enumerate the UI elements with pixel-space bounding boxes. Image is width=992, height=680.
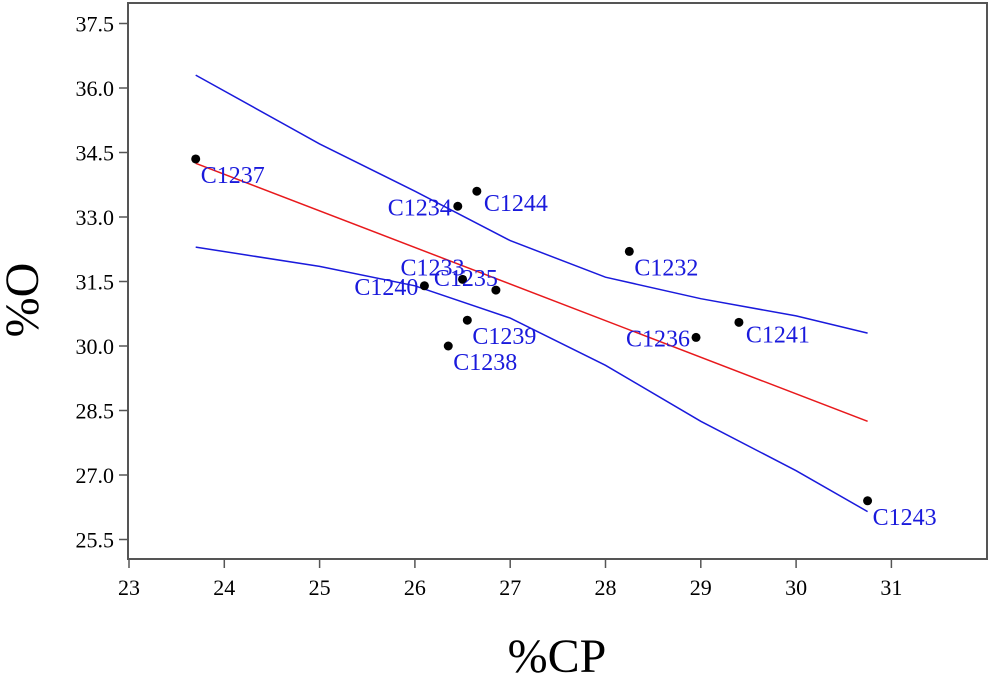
data-point: [191, 154, 201, 164]
y-tick-label: 36.0: [76, 76, 115, 101]
x-tick-label: 30: [785, 575, 807, 600]
data-point: [443, 341, 453, 351]
data-point: [462, 315, 472, 325]
y-tick-label: 34.5: [76, 141, 115, 166]
y-tick-label: 31.5: [76, 270, 115, 295]
x-tick-label: 25: [309, 575, 331, 600]
data-point: [472, 186, 482, 196]
point-label: C1241: [746, 322, 810, 348]
x-tick-label: 29: [690, 575, 712, 600]
x-axis: 23 24 25 26 27 28 29 30 31: [118, 559, 902, 600]
data-point: [863, 496, 873, 506]
x-tick-label: 27: [499, 575, 521, 600]
x-tick-label: 23: [118, 575, 140, 600]
data-point: [734, 317, 744, 327]
y-axis-title: %O: [0, 263, 49, 338]
y-tick-label: 30.0: [76, 334, 115, 359]
y-tick-label: 28.5: [76, 399, 115, 424]
point-label: C1239: [472, 324, 536, 350]
data-point: [453, 201, 463, 211]
data-point: [691, 332, 701, 342]
point-label: C1237: [201, 163, 265, 189]
point-label: C1232: [634, 255, 698, 281]
data-point: [491, 285, 501, 295]
plot-frame: [127, 2, 988, 560]
point-label: C1238: [453, 350, 517, 376]
x-tick-label: 28: [595, 575, 617, 600]
y-tick-label: 37.5: [76, 12, 115, 37]
data-point: [419, 281, 429, 291]
point-label: C1236: [626, 326, 690, 352]
x-axis-title: %CP: [508, 630, 607, 680]
regression-line: [195, 162, 868, 423]
point-label: C1243: [873, 505, 937, 531]
point-label: C1233: [401, 255, 465, 281]
y-axis: 25.5 27.0 28.5 30.0 31.5 33.0 34.5 36.0 37.5: [76, 12, 128, 553]
point-label: C1244: [484, 191, 548, 217]
data-point: [624, 246, 634, 256]
x-tick-label: 24: [213, 575, 235, 600]
lower-confidence-curve: [195, 246, 868, 513]
point-label: C1240: [354, 275, 418, 301]
point-label: C1234: [388, 195, 452, 221]
y-tick-label: 33.0: [76, 205, 115, 230]
data-point: [458, 274, 468, 284]
x-tick-label: 26: [404, 575, 426, 600]
y-tick-label: 25.5: [76, 528, 115, 553]
upper-confidence-curve: [195, 74, 868, 334]
y-tick-label: 27.0: [76, 463, 115, 488]
fit-curves: [195, 74, 868, 513]
x-tick-label: 31: [880, 575, 902, 600]
point-label: C1235: [434, 266, 498, 292]
